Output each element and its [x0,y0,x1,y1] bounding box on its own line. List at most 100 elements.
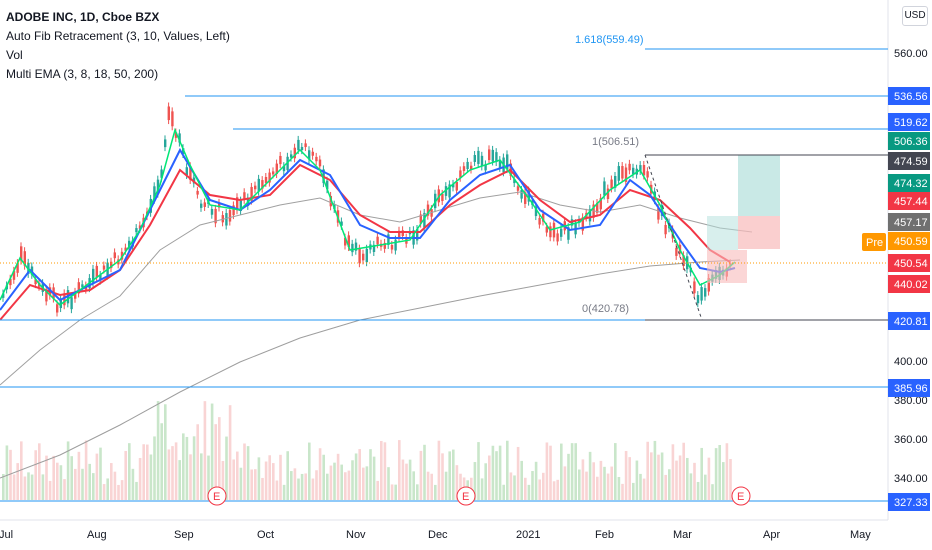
candle-body [358,248,361,264]
price-label-text: 450.59 [894,236,928,248]
volume-bar [668,469,671,500]
volume-bar [372,456,376,500]
candle-body [484,164,487,171]
symbol-title[interactable]: ADOBE INC, 1D, Cboe BZX [6,10,160,24]
candle-body [524,192,527,204]
volume-bar [592,462,595,500]
volume-bar [300,473,304,500]
candle-body [390,244,394,250]
volume-bar [56,462,59,500]
earnings-marker-dec[interactable]: E [456,486,476,506]
candle-body [646,171,649,178]
volume-bar [639,473,642,500]
candle-body [99,274,102,281]
volume-bar [221,460,225,500]
time-label-2021: 2021 [516,529,540,541]
volume-bar [207,455,210,500]
time-label-dec: Dec [428,529,448,541]
volume-bar [675,460,678,500]
earnings-marker-sep[interactable]: E [207,486,227,506]
volume-bar [390,484,394,500]
candle-body [513,178,516,184]
time-label-mar: Mar [673,529,692,541]
candle-body [189,166,192,180]
volume-bar [113,471,117,500]
candle-body [2,293,5,298]
ema-indicator-label[interactable]: Multi EMA (3, 8, 18, 50, 200) [6,67,159,81]
candle-body [534,206,538,217]
volume-bar [354,453,358,500]
volume-bar [290,471,293,500]
candle-body [610,179,613,189]
candle-body [138,225,142,229]
candle-body [466,161,469,169]
candle-body [599,197,602,210]
volume-bar [570,443,574,500]
candle-body [664,224,667,235]
svg-text:E: E [737,491,744,503]
volume-bar [257,457,261,500]
volume-bar [336,453,340,500]
volume-bar [38,443,41,500]
volume-bar [185,436,189,500]
ema-50-line [0,191,753,386]
short-position-target[interactable] [707,216,738,250]
ema-18-line [0,163,731,321]
candle-body [318,159,322,167]
time-axis[interactable]: Jul Aug Sep Oct Nov Dec 2021 Feb Mar Apr May [0,529,871,541]
volume-bar [556,479,559,500]
candle-body [264,177,268,183]
volume-bar [329,465,333,500]
volume-bar [480,478,484,500]
volume-bar [398,440,401,500]
candle-body [603,181,606,196]
candle-body [462,166,466,171]
long-position-target[interactable] [738,155,780,216]
candle-body [560,228,563,237]
volume-bar [279,454,282,500]
volume-indicator-label[interactable]: Vol [6,48,23,62]
volume-bar [351,460,354,500]
volume-bar [574,443,577,500]
volume-bar [682,442,685,500]
candle-body [297,139,300,151]
volume-bar [686,457,689,500]
candle-body [578,219,581,223]
candle-body [441,193,444,202]
volume-bar [642,478,646,500]
candle-body [545,226,548,233]
volume-bar [200,453,203,500]
candle-body [693,281,696,294]
short-position-stop[interactable] [707,250,747,283]
volume-bar [333,462,336,500]
candle-body [617,166,620,181]
candle-body [376,236,379,245]
fib-0-label: 0(420.78) [582,303,629,315]
volume-bar [700,447,703,500]
candle-body [153,186,156,200]
candle-body [221,215,224,223]
volume-bar [210,403,214,500]
volume-bar [142,444,145,500]
volume-bar [239,467,243,500]
currency-button[interactable]: USD [902,6,928,26]
volume-bar [340,464,343,500]
candle-body [606,188,610,200]
volume-bar [578,469,581,500]
price-label-text: 506.36 [894,136,928,148]
volume-bar [52,455,55,500]
long-position-stop[interactable] [738,216,780,249]
volume-bar [318,448,322,500]
volume-bar [660,452,664,500]
svg-text:E: E [462,491,469,503]
candle-body [527,190,530,202]
candle-body [354,242,358,251]
fib-indicator-label[interactable]: Auto Fib Retracement (3, 10, Values, Lef… [6,29,230,43]
candle-body [45,289,48,302]
volume-bar [394,484,397,500]
volume-bar [254,469,257,500]
earnings-marker-mar[interactable]: E [731,486,751,506]
price-label-440-02: 440.02 [888,275,930,293]
price-label-506-36: 506.36 [888,132,930,150]
